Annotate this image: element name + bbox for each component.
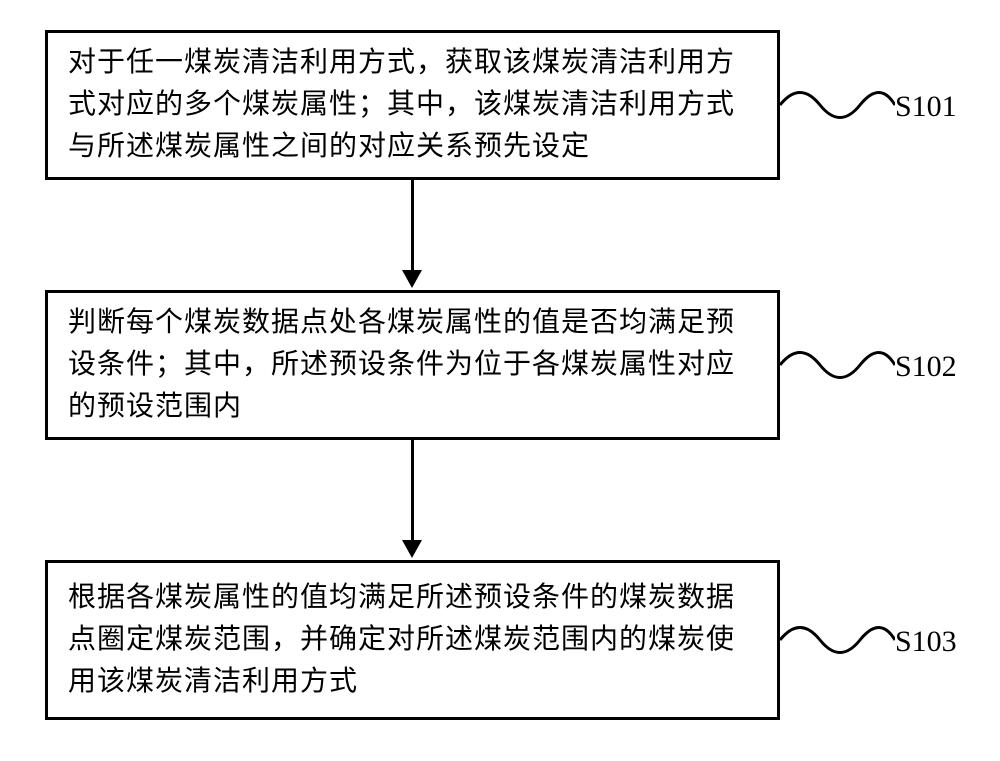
flow-step-3: 根据各煤炭属性的值均满足所述预设条件的煤炭数据点圈定煤炭范围，并确定对所述煤炭范…	[45, 560, 780, 720]
connector-wave-3	[780, 615, 895, 665]
flowchart-canvas: 对于任一煤炭清洁利用方式，获取该煤炭清洁利用方式对应的多个煤炭属性；其中，该煤炭…	[0, 0, 1000, 761]
connector-wave-1	[780, 80, 895, 130]
step-label-1: S101	[895, 90, 957, 124]
flow-step-1: 对于任一煤炭清洁利用方式，获取该煤炭清洁利用方式对应的多个煤炭属性；其中，该煤炭…	[45, 30, 780, 180]
step-label-3: S103	[895, 625, 957, 659]
arrow-1-line	[411, 180, 414, 272]
connector-wave-2	[780, 340, 895, 390]
flow-step-2: 判断每个煤炭数据点处各煤炭属性的值是否均满足预设条件；其中，所述预设条件为位于各…	[45, 290, 780, 440]
flow-step-1-text: 对于任一煤炭清洁利用方式，获取该煤炭清洁利用方式对应的多个煤炭属性；其中，该煤炭…	[68, 42, 757, 168]
flow-step-3-text: 根据各煤炭属性的值均满足所述预设条件的煤炭数据点圈定煤炭范围，并确定对所述煤炭范…	[68, 577, 757, 703]
arrow-2-head	[402, 540, 422, 558]
flow-step-2-text: 判断每个煤炭数据点处各煤炭属性的值是否均满足预设条件；其中，所述预设条件为位于各…	[68, 302, 757, 428]
step-label-2: S102	[895, 350, 957, 384]
arrow-1-head	[402, 270, 422, 288]
arrow-2-line	[411, 440, 414, 542]
